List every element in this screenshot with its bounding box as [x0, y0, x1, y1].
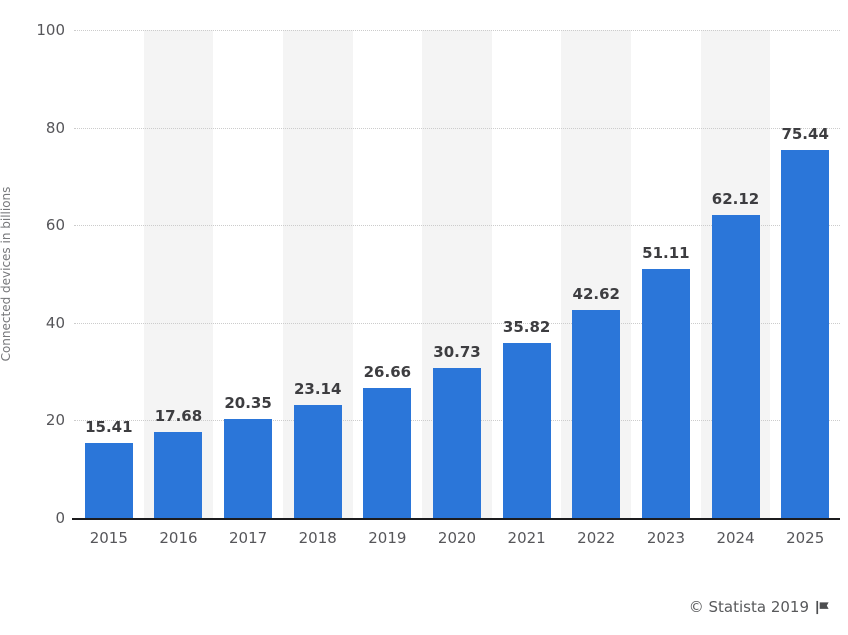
bar-value-label: 20.35: [224, 393, 272, 412]
statista-credit: © Statista 2019: [689, 598, 830, 616]
x-axis-tick-label: 2020: [437, 529, 477, 547]
y-axis-tick-label: 0: [55, 509, 65, 527]
x-axis-tick-label: 2015: [89, 529, 128, 547]
x-axis-tick-label: 2018: [298, 529, 337, 547]
bar-value-label: 75.44: [781, 124, 829, 143]
x-axis-tick-label: 2024: [716, 529, 755, 547]
bar-value-label: 51.11: [642, 243, 690, 262]
bar-2022: [572, 310, 621, 518]
gridline: [74, 127, 840, 129]
plot-area: 15.41 17.68 20.35 23.14 26.66 30.73 35.82 42.62…: [72, 30, 840, 520]
y-axis-title: Connected devices in billions: [0, 186, 13, 362]
x-axis-tick-label: 2017: [228, 529, 268, 547]
x-axis-tick-label: 2023: [646, 529, 685, 547]
bar-2021: [502, 343, 551, 518]
y-axis-tick-label: 40: [45, 313, 65, 332]
bar-value-label: 23.14: [293, 380, 342, 399]
y-axis-tick-label: 100: [36, 21, 65, 39]
bar-2023: [641, 268, 690, 518]
bar-2025: [781, 149, 830, 518]
x-axis-tick-label: 2025: [786, 529, 825, 547]
x-axis-tick-label: 2021: [507, 529, 546, 547]
bar-2017: [224, 418, 273, 518]
bar-value-label: 62.12: [711, 189, 760, 208]
x-axis-line: [72, 518, 840, 520]
gridline: [74, 322, 840, 324]
bar-value-label: 26.66: [363, 362, 412, 381]
y-axis-tick-label: 80: [45, 118, 65, 137]
bar-2018: [293, 405, 342, 518]
y-axis-tick-label: 20: [45, 411, 65, 430]
bar-value-label: 17.68: [154, 406, 203, 425]
x-axis-tick-label: 2016: [159, 529, 198, 547]
y-axis-tick-label: 60: [45, 216, 65, 235]
bar-2020: [433, 368, 481, 518]
flag-icon: [815, 600, 830, 615]
bar-2016: [154, 431, 203, 518]
bar-value-label: 35.82: [502, 318, 551, 337]
x-axis-tick-label: 2022: [577, 529, 616, 547]
bar-value-label: 42.62: [572, 285, 620, 303]
bar-value-label: 30.73: [433, 343, 481, 362]
credit-text: © Statista 2019: [688, 598, 809, 616]
bar-2019: [363, 387, 412, 518]
bar-2024: [711, 214, 760, 518]
gridline: [74, 225, 840, 227]
bar-2015: [84, 442, 133, 518]
gridline: [74, 30, 840, 31]
bar-value-label: 15.41: [85, 417, 133, 436]
x-axis-tick-label: 2019: [368, 529, 407, 547]
